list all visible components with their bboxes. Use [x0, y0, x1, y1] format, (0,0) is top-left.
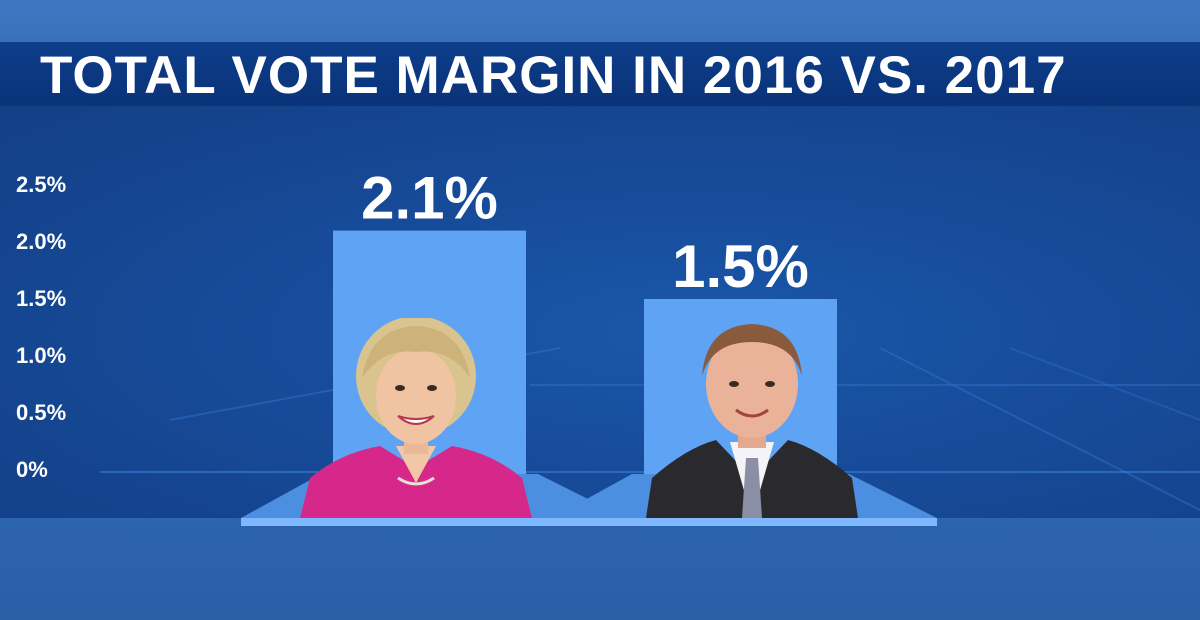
y-tick-label: 2.0%: [16, 229, 67, 254]
y-tick-label: 0.5%: [16, 400, 67, 425]
candidate-photo-2016: [300, 318, 532, 518]
title-bar: [0, 42, 1200, 106]
bar-value-label: 1.5%: [672, 233, 809, 300]
value-labels: 2.1% 1.5%: [361, 165, 809, 300]
y-tick-label: 1.5%: [16, 286, 67, 311]
doug-jones-portrait-icon: [646, 324, 858, 518]
bottom-band: [0, 518, 1200, 620]
y-tick-label: 2.5%: [16, 172, 67, 197]
candidate-photo-2017: [646, 318, 858, 518]
top-band: [0, 0, 1200, 42]
bar-value-label: 2.1%: [361, 165, 498, 232]
hillary-clinton-portrait-icon: [300, 318, 532, 518]
chart-panel: [0, 106, 1200, 518]
chart-title: TOTAL VOTE MARGIN IN 2016 VS. 2017: [40, 46, 1067, 105]
bar-base-edge: [241, 518, 626, 526]
y-tick-label: 0%: [16, 457, 48, 482]
y-tick-label: 1.0%: [16, 343, 67, 368]
bar-base-edge: [552, 518, 937, 526]
